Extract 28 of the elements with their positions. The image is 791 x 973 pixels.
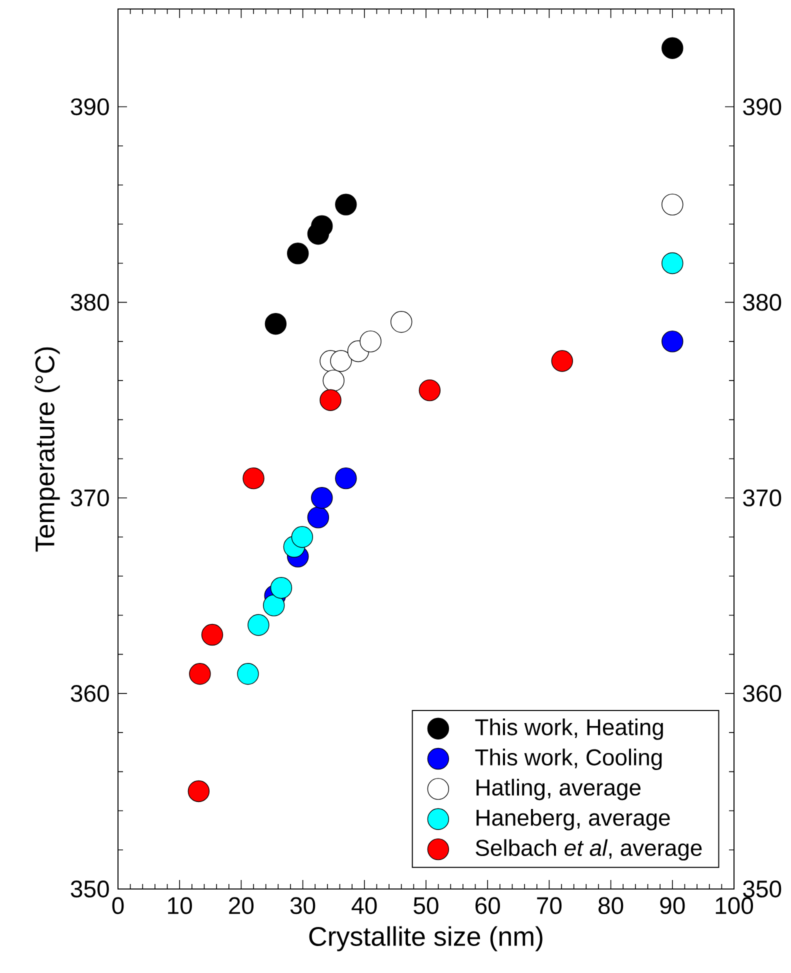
y-tick-label: 370: [70, 489, 109, 506]
x-axis-title: Crystallite size (nm): [309, 926, 542, 952]
y-tick-label: 380: [70, 294, 109, 311]
y-tick-label: 360: [70, 684, 109, 702]
legend-label: Hatling, average: [476, 778, 641, 800]
y-axis-title: Temperature (°C): [34, 347, 60, 552]
x-tick-label: 40: [352, 897, 377, 914]
x-tick-label: 0: [112, 897, 124, 914]
x-tick-label: 100: [716, 897, 754, 914]
x-tick-label: 20: [229, 897, 254, 914]
legend-label: This work, Cooling: [475, 748, 662, 770]
x-tick-label: 10: [168, 897, 192, 914]
y2-tick-label: 360: [743, 684, 782, 702]
y-tick-label: 390: [70, 98, 109, 116]
y-tick-label: 350: [70, 880, 109, 898]
legend-label: This work, Heating: [475, 718, 663, 740]
y2-tick-label: 390: [743, 98, 782, 116]
legend-label: Haneberg, average: [476, 809, 670, 830]
y2-tick-label: 350: [743, 880, 782, 898]
x-tick-label: 70: [537, 897, 562, 914]
x-tick-label: 90: [660, 897, 685, 914]
y2-tick-label: 380: [743, 294, 782, 311]
legend-label: Selbach et al, average: [476, 839, 702, 861]
x-tick-label: 50: [414, 897, 438, 914]
y2-tick-label: 370: [743, 489, 782, 506]
x-tick-label: 60: [476, 897, 500, 914]
x-tick-label: 30: [290, 897, 316, 914]
x-tick-label: 80: [598, 897, 624, 914]
